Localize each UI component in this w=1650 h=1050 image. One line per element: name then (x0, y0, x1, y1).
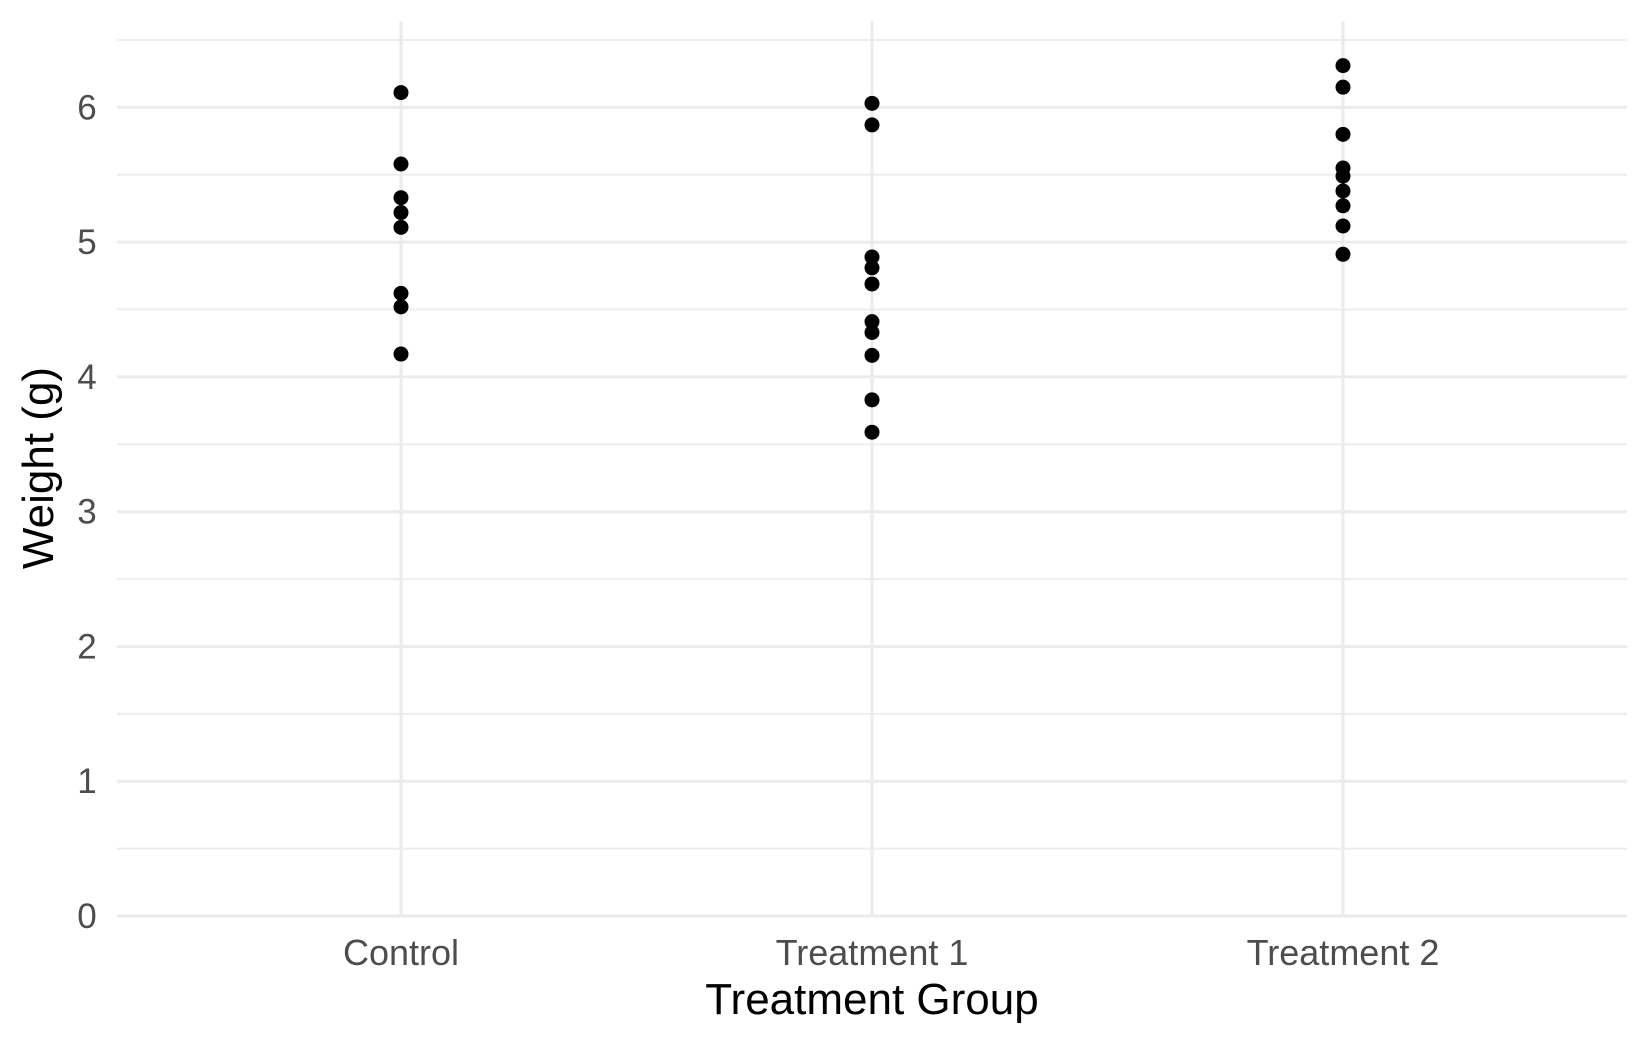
data-point (1335, 126, 1351, 142)
data-point (864, 260, 880, 276)
data-point (1335, 183, 1351, 199)
data-point (864, 347, 880, 363)
x-tick-label-1: Control (343, 932, 459, 973)
data-point (864, 424, 880, 440)
data-point (864, 276, 880, 292)
data-point (864, 392, 880, 408)
data-points (393, 58, 1351, 440)
data-point (393, 299, 409, 315)
x-tick-label-3: Treatment 2 (1247, 932, 1440, 973)
data-point (864, 95, 880, 111)
data-point (1335, 218, 1351, 234)
x-axis-tick-labels: Control Treatment 1 Treatment 2 (343, 932, 1439, 973)
y-axis-tick-labels: 0 1 2 3 4 5 6 (77, 88, 96, 936)
data-point (864, 314, 880, 330)
data-point (393, 285, 409, 301)
data-point (393, 346, 409, 362)
data-point (1335, 79, 1351, 95)
y-tick-label-1: 1 (77, 762, 96, 801)
y-tick-label-5: 5 (77, 223, 96, 262)
data-point (393, 85, 409, 101)
data-point (393, 219, 409, 235)
data-point (393, 190, 409, 206)
data-point (393, 156, 409, 172)
data-point (1335, 198, 1351, 214)
data-point (864, 117, 880, 133)
x-tick-label-2: Treatment 1 (776, 932, 969, 973)
y-tick-label-4: 4 (77, 358, 96, 397)
y-tick-label-6: 6 (77, 88, 96, 127)
data-point (1335, 168, 1351, 184)
data-point (1335, 246, 1351, 262)
data-point (393, 205, 409, 221)
y-tick-label-3: 3 (77, 493, 96, 532)
y-tick-label-0: 0 (77, 897, 96, 936)
x-axis-title: Treatment Group (705, 975, 1038, 1024)
data-point (864, 249, 880, 265)
data-point (1335, 58, 1351, 74)
y-axis-title: Weight (g) (14, 367, 63, 569)
data-point (864, 324, 880, 340)
y-tick-label-2: 2 (77, 627, 96, 666)
